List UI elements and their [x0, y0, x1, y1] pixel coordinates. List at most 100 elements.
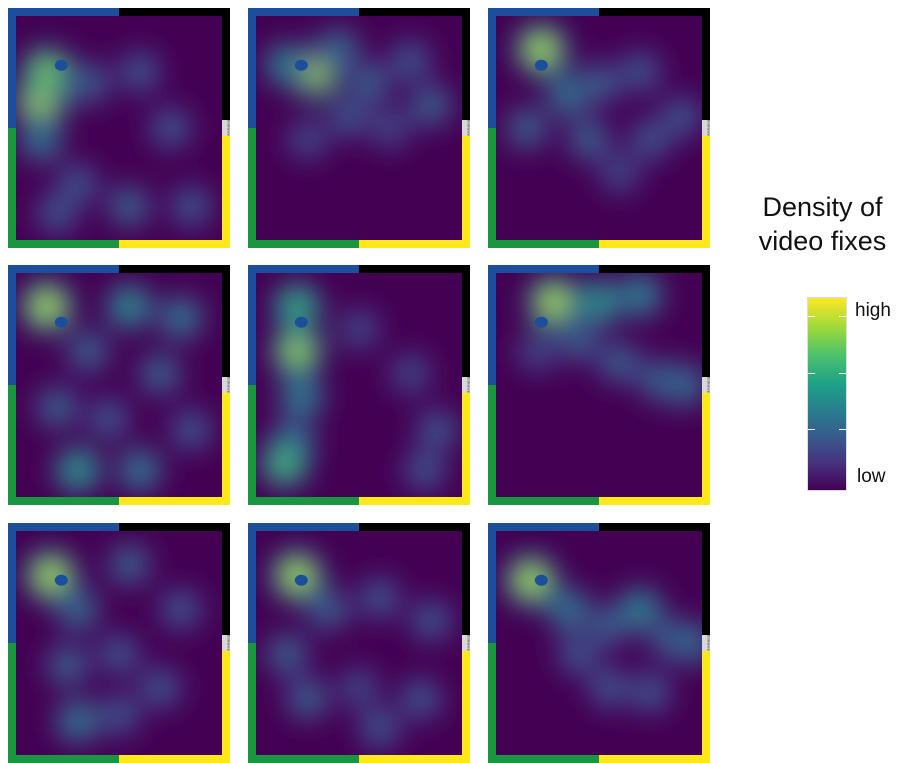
- wall-left-top: [248, 523, 256, 643]
- wall-top-left: [248, 523, 359, 531]
- wall-left-bottom: [8, 643, 16, 763]
- legend-title-line1: Density of: [762, 192, 883, 222]
- density-hotspot: [285, 339, 309, 363]
- density-hotspot: [629, 284, 651, 306]
- density-hotspot: [276, 644, 298, 665]
- heatmap-grid: Entrance Entrance Entrance Entrance Entrance…: [8, 8, 710, 763]
- density-hotspot: [35, 60, 59, 84]
- density-hotspot: [557, 599, 579, 620]
- wall-left-bottom: [488, 643, 496, 763]
- wall-bottom-left: [488, 240, 599, 248]
- colorbar-tick: [808, 373, 815, 374]
- wall-bottom-left: [8, 240, 119, 248]
- density-hotspot: [77, 341, 99, 362]
- entrance-tab: [702, 635, 710, 651]
- start-marker: [534, 59, 548, 71]
- wall-right-bottom: [702, 385, 710, 505]
- wall-bottom-right: [119, 755, 230, 763]
- density-hotspot: [599, 614, 620, 636]
- colorbar: [807, 297, 847, 491]
- heatmap-svg: Entrance: [8, 8, 230, 248]
- wall-top-left: [248, 265, 359, 273]
- density-hotspot: [338, 106, 359, 127]
- density-hotspot: [421, 610, 442, 631]
- density-hotspot: [609, 162, 630, 183]
- entrance-tab: [222, 377, 230, 393]
- entrance-tab: [462, 377, 470, 393]
- density-hotspot: [328, 39, 349, 60]
- wall-left-top: [8, 265, 16, 385]
- density-hotspot: [675, 374, 696, 396]
- density-hotspot: [181, 196, 202, 217]
- heatmap-svg: Entrance: [488, 8, 710, 248]
- wall-left-bottom: [488, 385, 496, 505]
- density-hotspot: [67, 599, 89, 620]
- wall-right-top: [462, 8, 470, 128]
- wall-bottom-right: [359, 755, 470, 763]
- entrance-label: Entrance: [467, 377, 471, 394]
- wall-left-bottom: [248, 385, 256, 505]
- density-hotspot: [588, 291, 610, 313]
- density-hotspot: [519, 568, 543, 592]
- density-hotspot: [671, 106, 692, 127]
- density-hotspot: [67, 459, 89, 481]
- wall-left-top: [248, 8, 256, 128]
- heatmap-svg: Entrance: [8, 265, 230, 505]
- wall-right-bottom: [462, 643, 470, 763]
- density-hotspot: [150, 363, 171, 384]
- start-marker: [534, 316, 548, 328]
- wall-top-right: [119, 265, 230, 273]
- heatmap-svg: Entrance: [248, 265, 470, 505]
- density-hotspot: [170, 307, 192, 329]
- wall-bottom-right: [599, 497, 710, 505]
- entrance-tab: [222, 635, 230, 651]
- start-marker: [54, 316, 68, 328]
- wall-top-right: [359, 8, 470, 16]
- density-hotspot: [67, 174, 88, 194]
- heatmap-panel-r3c1: Entrance: [8, 523, 230, 763]
- density-hotspot: [414, 460, 435, 481]
- density-hotspot: [359, 73, 380, 94]
- wall-bottom-left: [8, 755, 119, 763]
- entrance-label: Entrance: [707, 120, 711, 137]
- density-hotspot: [420, 95, 442, 116]
- density-hotspot: [568, 644, 589, 665]
- colorbar-tick: [839, 373, 846, 374]
- wall-right-bottom: [702, 643, 710, 763]
- heatmap-panel-r3c2: Entrance: [248, 523, 470, 763]
- wall-top-left: [488, 265, 599, 273]
- entrance-label: Entrance: [467, 635, 471, 652]
- wall-top-right: [119, 523, 230, 531]
- density-hotspot: [599, 677, 620, 698]
- colorbar-tick: [839, 429, 846, 430]
- heatmap-svg: Entrance: [248, 523, 470, 763]
- density-hotspot: [380, 118, 400, 138]
- wall-right-top: [462, 265, 470, 385]
- density-hotspot: [349, 677, 369, 698]
- density-hotspot: [170, 599, 191, 620]
- density-hotspot: [681, 632, 702, 654]
- density-hotspot: [286, 295, 309, 318]
- heatmap-svg: Entrance: [248, 8, 470, 248]
- density-hotspot: [109, 704, 129, 725]
- wall-bottom-left: [248, 240, 359, 248]
- density-hotspot: [129, 62, 150, 82]
- heatmap-panel-r1c2: Entrance: [248, 8, 470, 248]
- entrance-label: Entrance: [467, 120, 471, 137]
- density-hotspot: [297, 688, 318, 710]
- wall-top-right: [599, 8, 710, 16]
- wall-left-bottom: [248, 643, 256, 763]
- heatmap-panel-r1c1: Entrance: [8, 8, 230, 248]
- density-hotspot: [119, 554, 140, 575]
- heatmap-panel-r2c2: Entrance: [248, 265, 470, 505]
- entrance-tab: [462, 120, 470, 136]
- density-hotspot: [568, 330, 589, 351]
- wall-left-top: [488, 8, 496, 128]
- wall-right-top: [702, 523, 710, 643]
- wall-right-bottom: [222, 128, 230, 248]
- wall-right-top: [222, 523, 230, 643]
- legend-title: Density of video fixes: [740, 190, 905, 258]
- density-hotspot: [181, 419, 202, 440]
- wall-left-bottom: [488, 128, 496, 248]
- heatmap-panel-r2c1: Entrance: [8, 265, 230, 505]
